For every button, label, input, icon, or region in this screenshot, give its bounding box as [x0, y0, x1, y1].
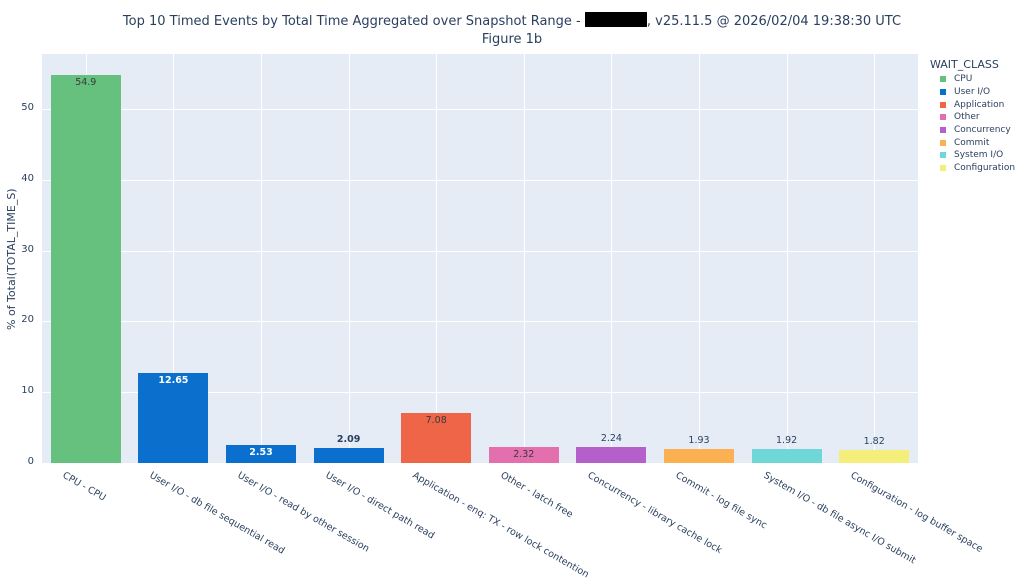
- bar-user-i-o[interactable]: 2.53: [225, 445, 297, 463]
- redacted-block: [584, 12, 647, 27]
- bar-system-i-o[interactable]: 1.92: [751, 435, 822, 463]
- legend: WAIT_CLASS CPU User I/O Application Other Co…: [930, 58, 1015, 175]
- gridline: [173, 54, 175, 463]
- legend-label: Application: [954, 99, 1005, 110]
- bar-concurrency[interactable]: 2.24: [576, 433, 647, 463]
- x-tick-label: User I/O - db file sequential read: [147, 470, 287, 557]
- bar-cpu[interactable]: 54.9: [50, 74, 121, 463]
- gridline: [261, 54, 262, 463]
- chart-title: Top 10 Timed Events by Total Time Aggreg…: [0, 12, 1024, 49]
- bar-value-label: 2.24: [600, 433, 622, 445]
- bar-value-label: 7.08: [425, 414, 447, 426]
- legend-label: Configuration: [954, 163, 1016, 174]
- legend-swatch-icon: [940, 152, 946, 159]
- x-tick-label: System I/O - db file async I/O submit: [761, 470, 918, 567]
- y-tick-label: 40: [21, 172, 34, 184]
- chart-subtitle: Figure 1b: [481, 32, 543, 47]
- bar-value-label: 2.53: [249, 447, 273, 459]
- legend-label: Other: [954, 112, 980, 123]
- title-suffix: , v25.11.5 @ 2026/02/04 19:38:30 UTC: [646, 14, 902, 29]
- gridline: [42, 392, 918, 394]
- legend-swatch-icon: [940, 76, 946, 83]
- y-tick-label: 10: [21, 385, 34, 397]
- bar-value-label: 1.93: [688, 435, 710, 447]
- gridline: [436, 54, 438, 463]
- legend-label: Concurrency: [954, 125, 1011, 136]
- bar-value-label: 54.9: [75, 76, 97, 88]
- gridline: [348, 54, 350, 463]
- legend-label: System I/O: [954, 150, 1004, 161]
- legend-item-application[interactable]: Application: [930, 98, 1015, 111]
- x-tick-label: Concurrency - library cache lock: [585, 470, 725, 557]
- gridline: [699, 54, 700, 463]
- gridline: [874, 54, 876, 463]
- legend-swatch-icon: [940, 89, 946, 96]
- plot-area: 54.9 12.65 2.53 2.09 7.08 2.32 2.24 1.93 1.92 1.8…: [42, 54, 918, 463]
- legend-item-concurrency[interactable]: Concurrency: [930, 124, 1015, 137]
- bar-user-i-o[interactable]: 2.09: [313, 434, 384, 463]
- gridline: [42, 250, 918, 252]
- legend-swatch-icon: [940, 165, 946, 172]
- bar-value-label: 2.09: [336, 434, 361, 446]
- bar-value-label: 12.65: [158, 375, 189, 387]
- legend-item-user-i-o[interactable]: User I/O: [930, 86, 1015, 99]
- gridline: [42, 109, 918, 111]
- bar-value-label: 1.82: [863, 436, 885, 448]
- gridline: [611, 54, 613, 463]
- x-tick-label: Other - latch free: [498, 470, 575, 521]
- legend-item-commit[interactable]: Commit: [930, 136, 1015, 149]
- gridline: [786, 54, 788, 463]
- y-tick-label: 20: [21, 314, 34, 326]
- bar-value-label: 1.92: [776, 435, 798, 447]
- bar-other[interactable]: 2.32: [488, 446, 559, 463]
- legend-swatch-icon: [940, 139, 946, 146]
- title-prefix: Top 10 Timed Events by Total Time Aggreg…: [122, 14, 585, 29]
- legend-swatch-icon: [940, 114, 946, 121]
- bar-commit[interactable]: 1.93: [663, 435, 735, 463]
- bar-configuration[interactable]: 1.82: [839, 436, 910, 463]
- legend-swatch-icon: [940, 127, 946, 134]
- bar-user-i-o[interactable]: 12.65: [138, 373, 209, 463]
- bar-value-label: 2.32: [513, 448, 535, 460]
- y-tick-label: 30: [21, 243, 34, 255]
- legend-swatch-icon: [940, 101, 946, 108]
- legend-item-other[interactable]: Other: [930, 111, 1015, 124]
- legend-item-configuration[interactable]: Configuration: [930, 162, 1015, 175]
- gridline: [42, 321, 918, 323]
- legend-title: WAIT_CLASS: [930, 58, 999, 71]
- x-tick-label: Application - enq: TX - row lock content…: [410, 470, 591, 581]
- x-tick-label: CPU - CPU: [60, 470, 108, 504]
- legend-label: Commit: [954, 137, 990, 148]
- y-tick-label: 0: [27, 456, 34, 467]
- gridline: [523, 54, 525, 463]
- y-tick-label: 50: [21, 102, 34, 114]
- gridline: [42, 179, 918, 181]
- bar-application[interactable]: 7.08: [401, 412, 472, 463]
- legend-item-system-i-o[interactable]: System I/O: [930, 149, 1015, 162]
- legend-label: CPU: [954, 74, 973, 85]
- legend-label: User I/O: [954, 87, 991, 98]
- x-tick-label: Commit - log file sync: [673, 470, 769, 532]
- legend-item-cpu[interactable]: CPU: [930, 73, 1015, 86]
